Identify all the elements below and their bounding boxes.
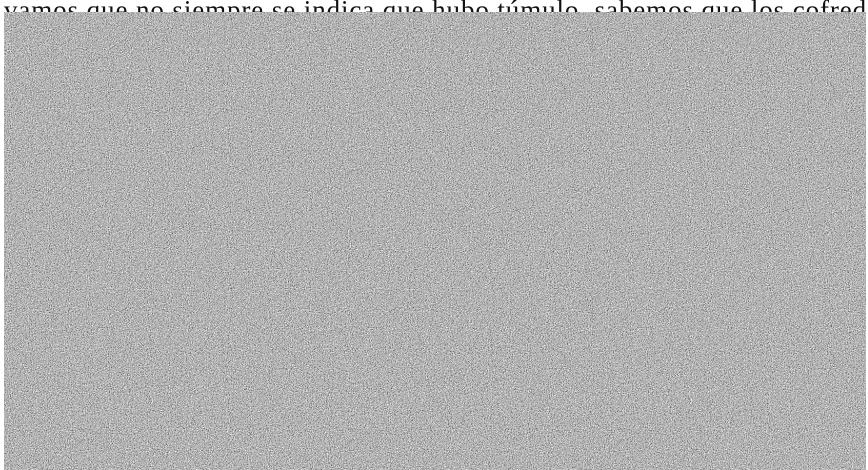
- noise-area-shape: [4, 12, 866, 470]
